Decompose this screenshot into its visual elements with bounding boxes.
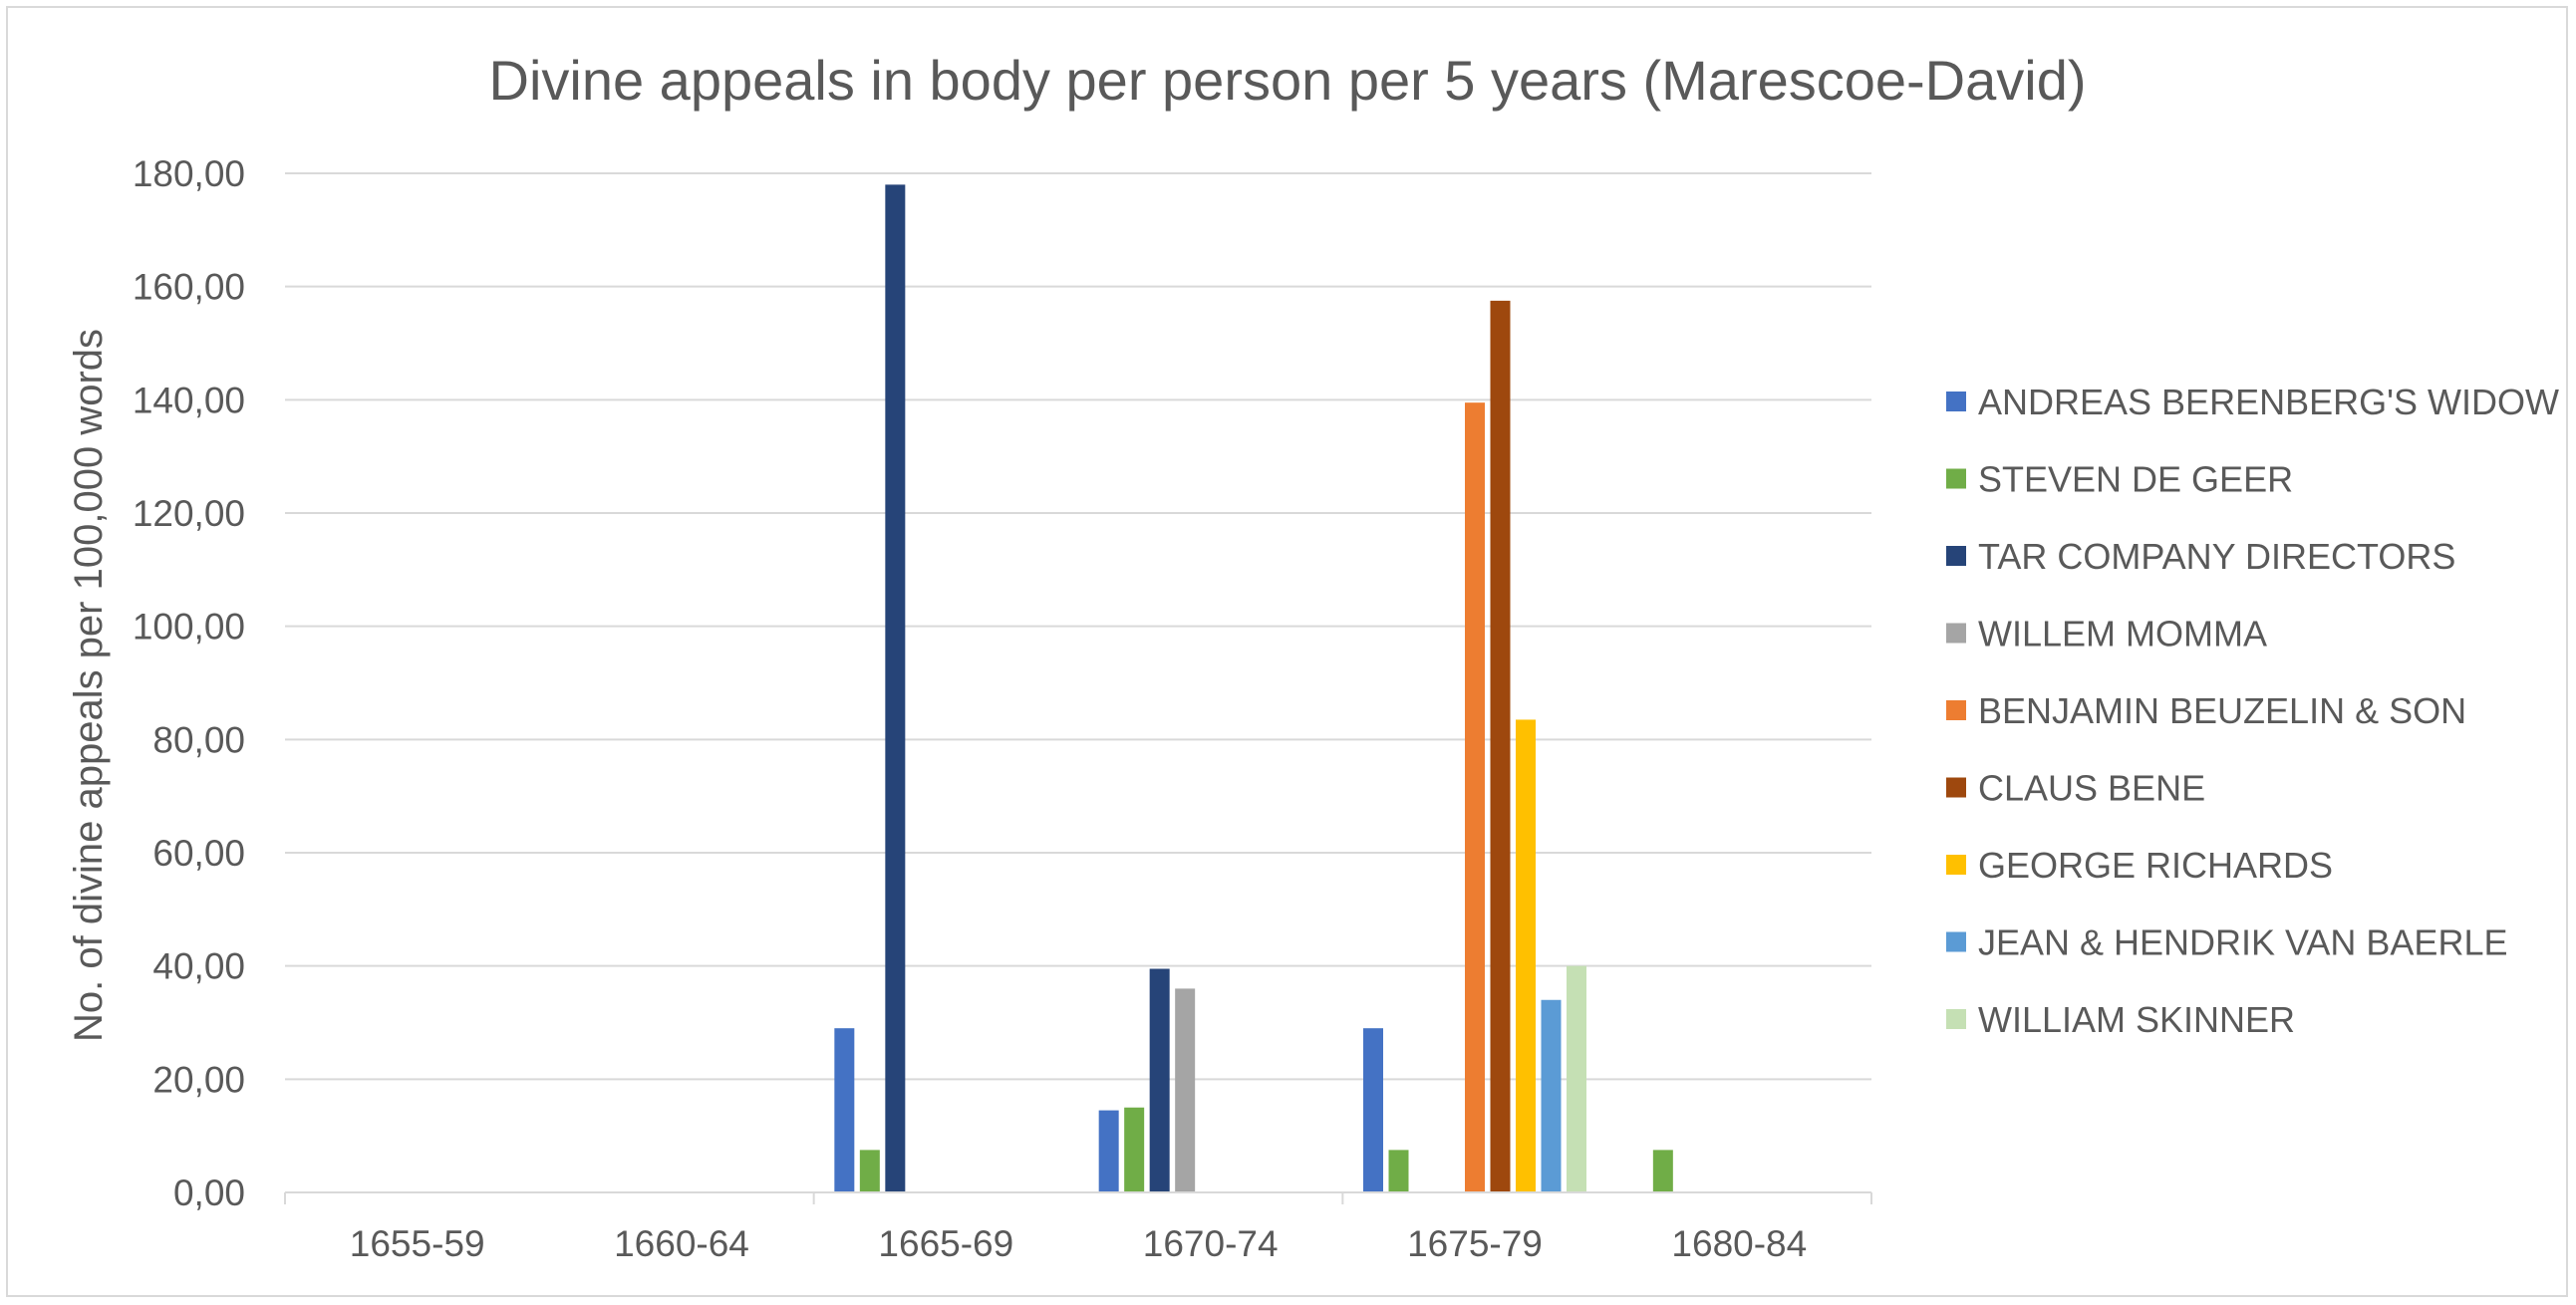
bar	[859, 1150, 880, 1192]
legend-swatch	[1946, 623, 1966, 644]
bars	[834, 184, 1673, 1192]
legend-swatch	[1946, 1009, 1966, 1029]
chart-title: Divine appeals in body per person per 5 …	[489, 49, 2087, 112]
y-tick-label: 80,00	[152, 719, 245, 760]
bar	[1149, 968, 1170, 1192]
y-tick-label: 0,00	[173, 1173, 245, 1213]
bar	[1541, 999, 1562, 1192]
x-tick-label: 1680-84	[1671, 1223, 1807, 1264]
x-tick-label: 1675-79	[1407, 1223, 1543, 1264]
bar	[834, 1028, 855, 1192]
gridlines	[285, 172, 1871, 1081]
bar	[1465, 402, 1485, 1192]
bar	[1652, 1150, 1673, 1192]
y-tick-label: 20,00	[152, 1059, 245, 1100]
legend-swatch	[1946, 392, 1966, 411]
bar	[1388, 1150, 1409, 1192]
legend-label: BENJAMIN BEUZELIN & SON	[1978, 690, 2466, 731]
legend-swatch	[1946, 546, 1966, 566]
bar	[1098, 1110, 1119, 1192]
bar	[885, 184, 906, 1192]
bar	[1124, 1107, 1145, 1192]
legend: ANDREAS BERENBERG'S WIDOW STEVEN DE GEER T…	[1946, 382, 2559, 1040]
legend-label: JEAN & HENDRIK VAN BAERLE	[1978, 922, 2507, 963]
legend-label: TAR COMPANY DIRECTORS	[1978, 536, 2455, 577]
y-axis-ticks: 0,00 20,00 40,00 60,00 80,00 100,00 120,00 140,…	[133, 153, 245, 1213]
y-tick-label: 180,00	[133, 153, 245, 194]
legend-label: CLAUS BENE	[1978, 768, 2205, 809]
y-tick-label: 160,00	[133, 267, 245, 308]
legend-swatch	[1946, 700, 1966, 720]
bar	[1363, 1028, 1383, 1192]
y-axis-title: No. of divine appeals per 100,000 words	[67, 329, 111, 1042]
legend-label: GEORGE RICHARDS	[1978, 845, 2333, 886]
y-tick-label: 120,00	[133, 493, 245, 534]
x-tick-label: 1670-74	[1143, 1223, 1279, 1264]
bar	[1516, 719, 1536, 1192]
bar	[1175, 988, 1196, 1192]
chart-frame	[6, 6, 2568, 1297]
legend-label: WILLIAM SKINNER	[1978, 999, 2295, 1040]
legend-swatch	[1946, 777, 1966, 798]
legend-label: STEVEN DE GEER	[1978, 459, 2293, 500]
legend-label: ANDREAS BERENBERG'S WIDOW	[1978, 382, 2559, 422]
legend-swatch	[1946, 931, 1966, 952]
x-axis: 1655-59 1660-64 1665-69 1670-74 1675-79 1680-…	[284, 1191, 1872, 1264]
legend-label: WILLEM MOMMA	[1978, 614, 2267, 654]
bar	[1567, 965, 1586, 1192]
legend-swatch	[1946, 855, 1966, 875]
y-tick-label: 140,00	[133, 380, 245, 420]
x-tick-label: 1665-69	[878, 1223, 1013, 1264]
x-tick-label: 1660-64	[614, 1223, 749, 1264]
y-tick-label: 40,00	[152, 946, 245, 987]
bar	[1490, 300, 1511, 1192]
legend-swatch	[1946, 468, 1966, 489]
y-tick-label: 100,00	[133, 607, 245, 648]
x-tick-label: 1655-59	[350, 1223, 485, 1264]
y-tick-label: 60,00	[152, 833, 245, 874]
